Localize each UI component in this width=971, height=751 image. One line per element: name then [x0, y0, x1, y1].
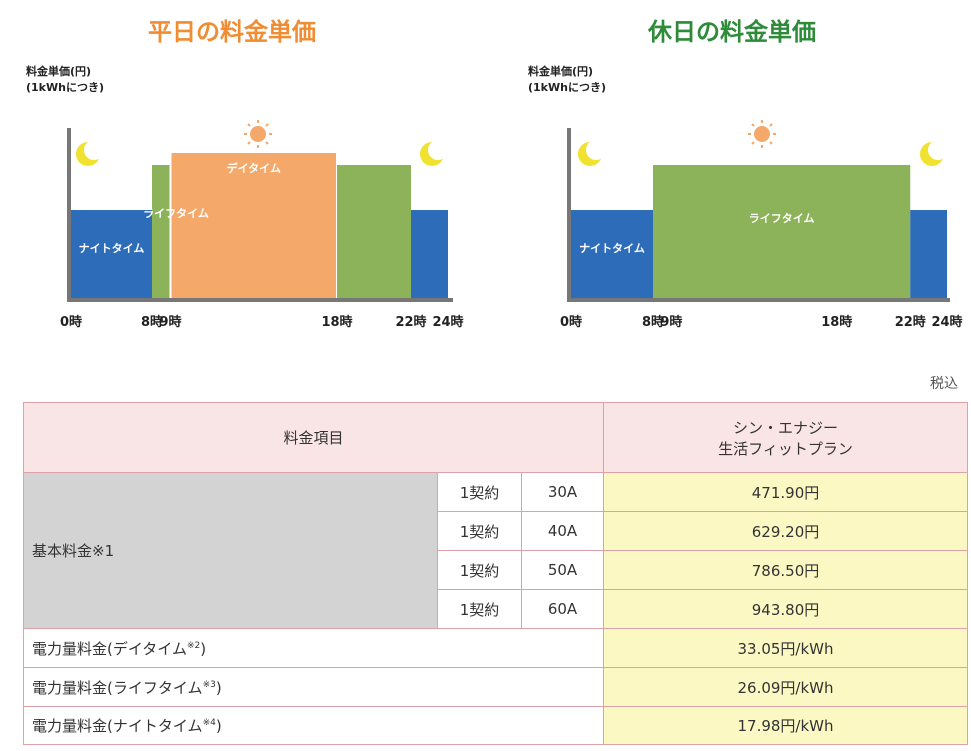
weekday-y-axis: [67, 128, 71, 300]
moon-icon: [920, 140, 948, 166]
basic-fee-label: 基本料金※1: [23, 472, 438, 629]
band-label: ナイトタイム: [78, 242, 145, 255]
basic-price: 943.80円: [603, 589, 968, 629]
x-tick-label: 24時: [432, 315, 464, 330]
holiday-chart: [567, 120, 950, 302]
table-row: 1契約 50A 786.50円: [24, 550, 968, 590]
energy-fee-label: 電力量料金(デイタイム※2): [23, 628, 604, 668]
weekday-ylabel: 料金単価(円) (1kWhにつき): [26, 65, 104, 94]
x-tick-label: 18時: [821, 315, 853, 330]
contract-unit: 1契約: [437, 550, 522, 590]
contract-unit: 1契約: [437, 589, 522, 629]
tariff-band: [152, 165, 171, 300]
tariff-band: [71, 210, 152, 300]
tariff-band: [411, 210, 448, 300]
weekday-x-axis: [67, 298, 453, 302]
weekday-chart: [67, 120, 453, 302]
holiday-chart-title: 休日の料金単価: [648, 18, 816, 46]
table-row: 電力量料金(ライフタイム※3) 26.09円/kWh: [23, 667, 968, 707]
holiday-y-axis: [567, 128, 571, 300]
amperage: 60A: [521, 589, 604, 629]
moon-icon: [76, 140, 104, 166]
x-tick-label: 18時: [321, 315, 353, 330]
holiday-bands: [571, 165, 947, 300]
contract-unit: 1契約: [437, 511, 522, 551]
moon-icon: [420, 140, 448, 166]
table-row: 電力量料金(ナイトタイム※4) 17.98円/kWh: [23, 706, 968, 745]
energy-fee-label: 電力量料金(ナイトタイム※4): [23, 706, 604, 745]
energy-fee-label: 電力量料金(ライフタイム※3): [23, 667, 604, 707]
weekday-chart-title: 平日の料金単価: [148, 18, 316, 46]
sun-icon: [244, 120, 272, 148]
tariff-band: [653, 165, 911, 300]
x-tick-label: 0時: [559, 315, 583, 330]
basic-price: 471.90円: [603, 472, 968, 512]
contract-unit: 1契約: [437, 472, 522, 512]
x-tick-label: 22時: [894, 315, 926, 330]
weekday-bands: [71, 151, 448, 301]
band-label: ライフタイム: [748, 212, 815, 225]
energy-price: 26.09円/kWh: [603, 667, 968, 707]
x-tick-label: 9時: [660, 315, 683, 330]
band-label: ナイトタイム: [579, 242, 645, 255]
energy-price: 17.98円/kWh: [603, 706, 968, 745]
moon-icon: [578, 140, 606, 166]
basic-price: 629.20円: [603, 511, 968, 551]
tax-note: 税込: [930, 376, 958, 392]
x-tick-label: 24時: [931, 315, 963, 330]
band-label: ライフタイム: [143, 207, 209, 220]
table-row: 1契約 60A 943.80円: [24, 589, 968, 629]
amperage: 30A: [521, 472, 604, 512]
x-tick-label: 0時: [59, 315, 83, 330]
x-tick-label: 9時: [159, 315, 182, 330]
x-tick-label: 22時: [395, 315, 427, 330]
energy-price: 33.05円/kWh: [603, 628, 968, 668]
holiday-ylabel: 料金単価(円) (1kWhにつき): [528, 65, 606, 94]
table-header-row: 料金項目 シン・エナジー 生活フィットプラン: [23, 402, 968, 473]
tariff-band: [571, 210, 653, 300]
header-item: 料金項目: [23, 402, 604, 473]
header-plan: シン・エナジー 生活フィットプラン: [603, 402, 968, 473]
amperage: 50A: [521, 550, 604, 590]
price-table: 料金項目 シン・エナジー 生活フィットプラン 基本料金※1 1契約 30A 47…: [23, 402, 968, 745]
holiday-x-axis: [567, 298, 950, 302]
table-row: 電力量料金(デイタイム※2) 33.05円/kWh: [23, 628, 968, 668]
tariff-band: [910, 210, 947, 300]
x-tick-label: 8時: [641, 315, 665, 330]
sun-icon: [748, 120, 776, 148]
band-label: デイタイム: [226, 162, 281, 175]
basic-price: 786.50円: [603, 550, 968, 590]
tariff-band: [169, 151, 338, 301]
tariff-band: [337, 165, 411, 300]
table-row: 1契約 40A 629.20円: [24, 511, 968, 551]
amperage: 40A: [521, 511, 604, 551]
table-row: 基本料金※1 1契約 30A 471.90円: [23, 472, 968, 629]
x-tick-label: 8時: [140, 315, 164, 330]
